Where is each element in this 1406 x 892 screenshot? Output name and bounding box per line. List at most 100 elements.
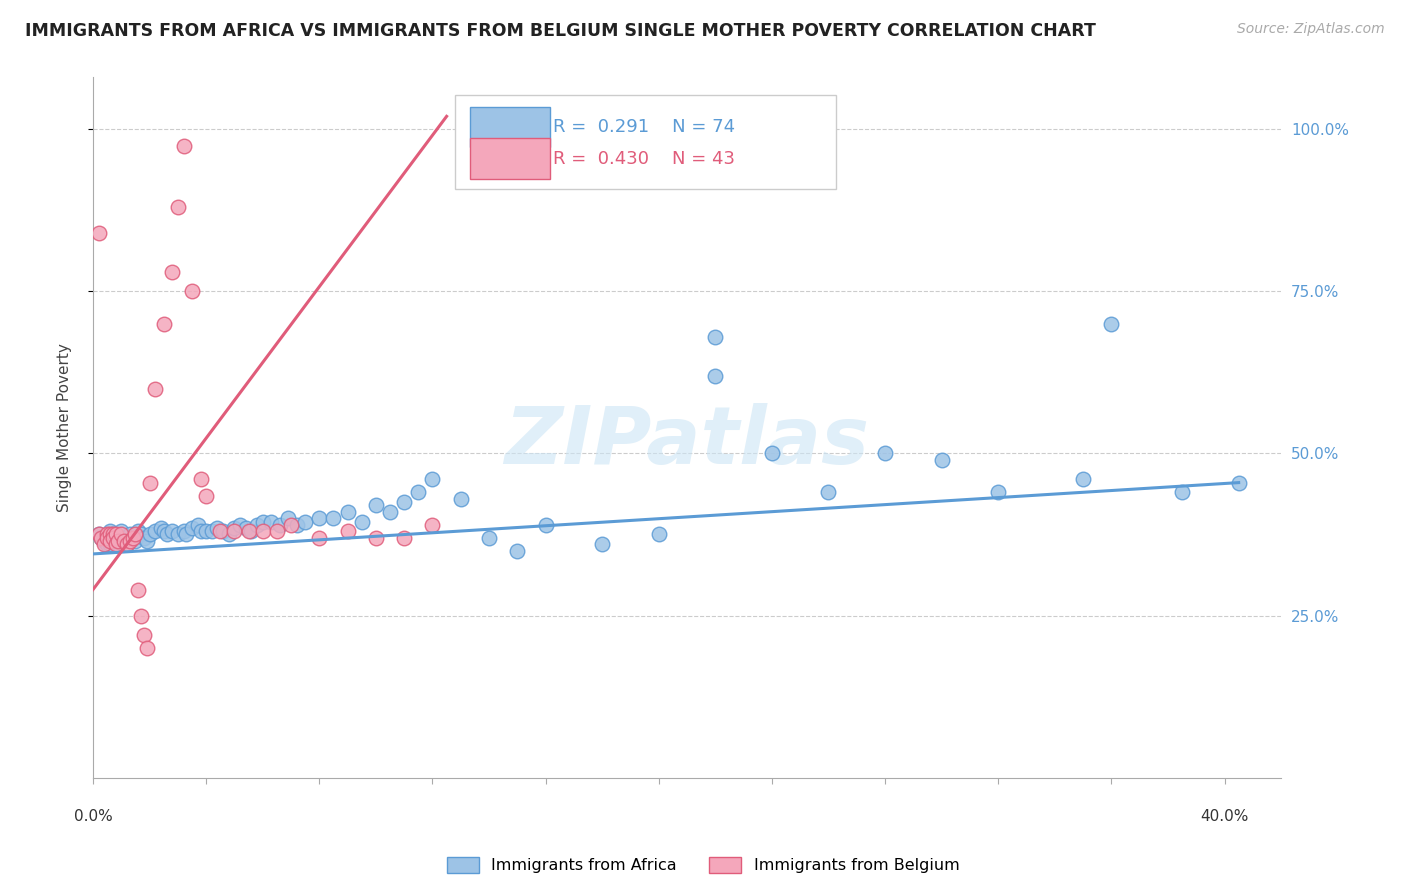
Point — [246, 517, 269, 532]
Point — [392, 495, 415, 509]
Point — [121, 531, 143, 545]
Point — [322, 511, 344, 525]
Point — [408, 485, 430, 500]
Point — [160, 265, 183, 279]
Point — [93, 533, 115, 548]
Point — [127, 582, 149, 597]
Point — [190, 524, 212, 539]
Text: R =  0.430    N = 43: R = 0.430 N = 43 — [553, 150, 735, 168]
Point — [118, 527, 141, 541]
Point — [350, 515, 373, 529]
Point — [336, 505, 359, 519]
Point — [336, 524, 359, 539]
Point — [209, 524, 232, 539]
Point — [110, 524, 132, 539]
Point — [173, 138, 195, 153]
Point — [266, 524, 288, 539]
Point — [187, 517, 209, 532]
Point — [260, 515, 283, 529]
Point — [93, 537, 115, 551]
Point — [817, 485, 839, 500]
Point — [167, 200, 190, 214]
Point — [155, 527, 177, 541]
Point — [104, 537, 127, 551]
Point — [101, 527, 124, 541]
Point — [173, 524, 195, 539]
Point — [101, 531, 124, 545]
Point — [378, 505, 401, 519]
Point — [101, 527, 124, 541]
Point — [235, 521, 257, 535]
Point — [1171, 485, 1194, 500]
Point — [506, 543, 529, 558]
Point — [224, 521, 246, 535]
Point — [364, 498, 387, 512]
Point — [124, 527, 146, 541]
Point — [143, 382, 166, 396]
Point — [167, 527, 190, 541]
Point — [87, 527, 110, 541]
Point — [98, 533, 121, 548]
Point — [132, 628, 155, 642]
Point — [364, 531, 387, 545]
Point — [277, 511, 299, 525]
Point — [138, 527, 160, 541]
Text: Source: ZipAtlas.com: Source: ZipAtlas.com — [1237, 22, 1385, 37]
Text: R =  0.291    N = 74: R = 0.291 N = 74 — [553, 118, 735, 136]
Point — [212, 524, 235, 539]
Point — [308, 511, 330, 525]
Point — [124, 533, 146, 548]
Point — [132, 531, 155, 545]
Point — [87, 527, 110, 541]
Point — [931, 453, 953, 467]
Point — [118, 533, 141, 548]
Point — [143, 524, 166, 539]
Point — [115, 537, 138, 551]
Point — [195, 489, 218, 503]
Point — [873, 446, 896, 460]
Point — [181, 285, 204, 299]
Point — [107, 533, 129, 548]
Text: 0.0%: 0.0% — [73, 809, 112, 824]
Point — [181, 521, 204, 535]
Point — [224, 524, 246, 539]
Point — [240, 524, 263, 539]
Point — [422, 472, 444, 486]
Point — [149, 521, 172, 535]
Point — [422, 517, 444, 532]
Point — [98, 527, 121, 541]
Point — [96, 537, 118, 551]
Point — [104, 533, 127, 548]
Point — [90, 531, 112, 545]
Point — [478, 531, 501, 545]
Legend: Immigrants from Africa, Immigrants from Belgium: Immigrants from Africa, Immigrants from … — [440, 850, 966, 880]
FancyBboxPatch shape — [456, 95, 835, 189]
Point — [308, 531, 330, 545]
Point — [201, 524, 224, 539]
Point — [101, 531, 124, 545]
Point — [195, 524, 218, 539]
Point — [96, 531, 118, 545]
Point — [761, 446, 783, 460]
Point — [87, 226, 110, 240]
Point — [176, 527, 198, 541]
Point — [129, 608, 152, 623]
Text: ZIPatlas: ZIPatlas — [505, 402, 869, 481]
Point — [138, 475, 160, 490]
Point — [285, 517, 308, 532]
Point — [152, 524, 174, 539]
Point — [450, 491, 472, 506]
Point — [110, 527, 132, 541]
Point — [229, 517, 252, 532]
Point — [1227, 475, 1250, 490]
Point — [96, 527, 118, 541]
Point — [1099, 317, 1122, 331]
Point — [107, 537, 129, 551]
Point — [218, 527, 240, 541]
Point — [115, 537, 138, 551]
FancyBboxPatch shape — [470, 107, 550, 147]
Point — [207, 521, 229, 535]
Point — [152, 317, 174, 331]
Point — [252, 524, 274, 539]
Point — [98, 537, 121, 551]
